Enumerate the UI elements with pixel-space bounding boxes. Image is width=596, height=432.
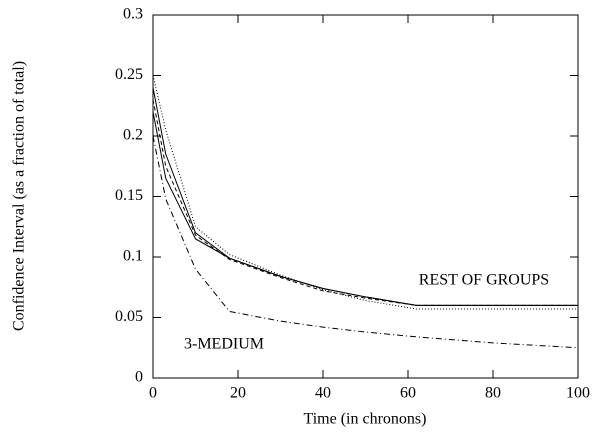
x-axis-label: Time (in chronons) — [304, 411, 427, 428]
y-tick-label: 0.25 — [115, 66, 143, 83]
annotation: 3-MEDIUM — [184, 336, 264, 353]
y-tick-label: 0.3 — [123, 6, 143, 23]
y-tick-label: 0.05 — [115, 308, 143, 325]
x-tick-label: 80 — [485, 385, 501, 402]
plot-frame — [152, 14, 579, 379]
y-tick-label: 0 — [135, 369, 143, 386]
x-tick-label: 60 — [400, 385, 416, 402]
series-line — [152, 135, 579, 349]
annotation: REST OF GROUPS — [419, 272, 549, 289]
x-tick-label: 40 — [315, 385, 331, 402]
y-tick-label: 0.15 — [115, 187, 143, 204]
y-tick-label: 0.2 — [123, 127, 143, 144]
x-tick-label: 0 — [149, 385, 157, 402]
series-line — [152, 111, 578, 306]
x-tick-label: 100 — [566, 385, 590, 402]
y-axis-label: Confidence Interval (as a fraction of to… — [11, 61, 28, 331]
x-tick-label: 20 — [230, 385, 246, 402]
y-tick-label: 0.1 — [123, 248, 143, 265]
